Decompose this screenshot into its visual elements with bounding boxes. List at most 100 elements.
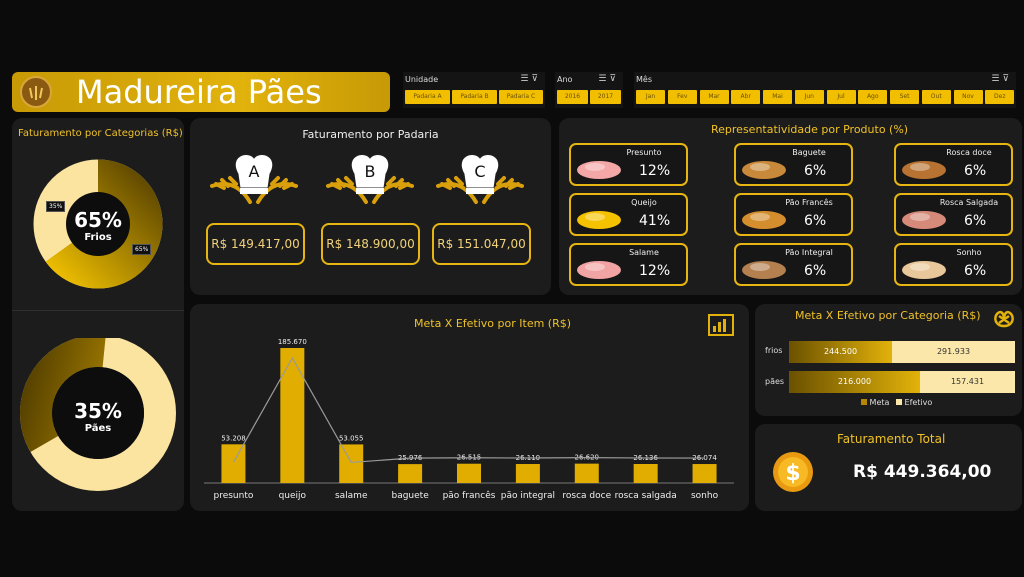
panel-title: Representatividade por Produto (%) [711, 123, 909, 136]
product-card: Sonho 6% [894, 243, 1013, 286]
tag-small: 35% [46, 201, 66, 212]
panel-padarias: Faturamento por Padaria [190, 118, 551, 295]
bar-2 [339, 444, 364, 483]
cat-label-frios: frios [765, 346, 783, 355]
cat-bar-meta-1: 216.000 [789, 371, 920, 393]
product-name: Rosca Salgada [939, 198, 999, 207]
wheat-logo-icon [20, 76, 52, 108]
slicer-ano-label: Ano [557, 75, 573, 84]
chip-mes-0[interactable]: Jan [636, 90, 665, 104]
tick-label-2: salame [335, 491, 368, 501]
product-name: Pão Integral [785, 248, 833, 257]
bar-4 [457, 463, 481, 483]
product-image [740, 255, 788, 281]
filter-icon[interactable]: ☰⊽ [520, 74, 541, 84]
slicer-mes-label: Mês [636, 75, 652, 84]
chip-unidade-0[interactable]: Padaria A [405, 90, 450, 104]
data-label-2: 53.055 [339, 434, 364, 442]
padaria-letter: A [248, 162, 260, 181]
product-pct: 6% [964, 213, 987, 229]
product-card: Pão Francês 6% [734, 193, 853, 236]
frios-donut [33, 159, 163, 289]
padaria-letter: C [474, 162, 486, 181]
svg-text:$: $ [785, 461, 800, 486]
chip-mes-8[interactable]: Set [890, 90, 919, 104]
title-bar: Madureira Pães [12, 72, 390, 112]
panel-title: Meta X Efetivo por Item (R$) [414, 317, 572, 330]
chip-ano-0[interactable]: 2016 [557, 90, 588, 104]
panel-title: Meta X Efetivo por Categoria (R$) [795, 309, 981, 322]
filter-icon[interactable]: ☰⊽ [991, 74, 1012, 84]
chip-mes-1[interactable]: Fev [667, 90, 697, 104]
paes-label: Pães [84, 423, 112, 434]
slicer-unidade-label: Unidade [405, 75, 439, 84]
panel-total: Faturamento Total $ R$ 449.364,00 [755, 424, 1022, 511]
tick-label-5: pão integral [501, 491, 555, 501]
tick-label-1: queijo [279, 491, 307, 501]
legend-meta: Meta [869, 398, 890, 407]
product-image [575, 255, 623, 281]
slicer-ano: Ano ☰⊽ 2016 2017 [555, 72, 623, 108]
product-pct: 6% [804, 263, 827, 279]
data-label-0: 53.208 [221, 434, 246, 442]
chip-mes-7[interactable]: Ago [858, 90, 888, 104]
product-name: Sonho [956, 248, 982, 257]
chip-mes-6[interactable]: Jul [826, 90, 856, 104]
product-name: Queijo [631, 198, 657, 207]
slicer-mes: Mês ☰⊽ Jan Fev Mar Abr Mai Jun Jul Ago Set Out Nov… [634, 72, 1016, 108]
product-card: Pão Integral 6% [734, 243, 853, 286]
product-pct: 6% [804, 163, 827, 179]
chip-unidade-1[interactable]: Padaria B [452, 90, 497, 104]
padaria-c-value: R$ 151.047,00 [432, 223, 531, 265]
legend-swatch-meta [861, 399, 867, 405]
product-image [740, 205, 788, 231]
legend-swatch-efetivo [895, 399, 902, 405]
legend-efetivo: Efetivo [904, 398, 933, 407]
paes-center: 35% Pães [63, 399, 133, 434]
chip-mes-2[interactable]: Mar [699, 90, 729, 104]
bar-8 [692, 464, 717, 483]
panel-title: Faturamento por Categorias (R$) [18, 128, 183, 139]
meta-line [232, 356, 705, 464]
item-bar-chart: 53.208 presunto 185.670 queijo 53.055 salame 2… [204, 338, 734, 501]
cat-bar-efetivo-1: 157.431 [920, 371, 1015, 393]
product-pct: 6% [964, 163, 987, 179]
product-name: Baguete [792, 148, 826, 157]
app-title: Madureira Pães [76, 73, 322, 111]
padaria-a-value: R$ 149.417,00 [206, 223, 305, 265]
cat-bar-efetivo-0: 291.933 [892, 341, 1015, 363]
cat-bar-meta-0: 244.500 [789, 341, 892, 363]
filter-icon[interactable]: ☰⊽ [598, 74, 619, 84]
data-label-1: 185.670 [278, 338, 307, 346]
chip-ano-1[interactable]: 2017 [590, 90, 621, 104]
tick-label-4: pão francês [443, 490, 496, 501]
product-card: Presunto 12% [569, 143, 688, 186]
frios-center: 65% Frios [63, 208, 133, 243]
tick-label-0: presunto [213, 491, 253, 501]
chip-mes-9[interactable]: Out [921, 90, 951, 104]
chip-unidade-2[interactable]: Padaria C [499, 90, 543, 104]
chip-mes-5[interactable]: Jun [794, 90, 824, 104]
product-pct: 12% [639, 263, 671, 279]
chip-mes-10[interactable]: Nov [953, 90, 983, 104]
product-pct: 6% [804, 213, 827, 229]
tick-label-7: rosca salgada [615, 491, 677, 501]
bar-3 [398, 464, 423, 483]
total-title: Faturamento Total [837, 432, 946, 446]
tag-large: 65% [132, 244, 152, 255]
product-name: Rosca doce [946, 148, 992, 157]
data-label-8: 26.074 [692, 454, 717, 462]
product-pct: 12% [639, 163, 671, 179]
slicer-unidade: Unidade ☰⊽ Padaria A Padaria B Padaria C [403, 72, 545, 108]
product-pct: 41% [639, 213, 671, 229]
product-card: Baguete 6% [734, 143, 853, 186]
legend: Meta Efetivo [861, 398, 932, 407]
panel-categorias: Faturamento por Categorias (R$) 65% Frio… [12, 118, 184, 511]
padaria-c-chef-hat-icon: C [432, 152, 528, 210]
chip-mes-11[interactable]: Dez [985, 90, 1015, 104]
product-name: Salame [629, 248, 659, 257]
chip-mes-3[interactable]: Abr [731, 90, 761, 104]
bar-chart-icon [708, 314, 734, 336]
tick-label-8: sonho [691, 491, 719, 501]
chip-mes-4[interactable]: Mai [763, 90, 792, 104]
